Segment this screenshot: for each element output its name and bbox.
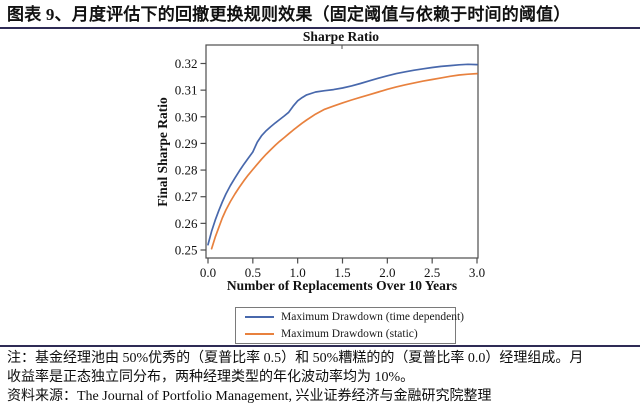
svg-text:0.30: 0.30	[175, 109, 198, 124]
footer-divider-rule	[0, 344, 640, 347]
legend-line-swatch-orange	[245, 332, 274, 335]
footnote-line-2: 收益率是正态独立同分布，两种经理类型的年化波动率均为 10%。	[7, 370, 415, 385]
x-axis-label: Number of Replacements Over 10 Years	[227, 278, 457, 293]
svg-text:0.29: 0.29	[175, 136, 198, 151]
svg-text:0.27: 0.27	[175, 189, 198, 204]
svg-text:0.5: 0.5	[245, 265, 261, 280]
axes-layer: 0.25 0.26 0.27 0.28 0.29 0.30 0.31 0.32 0.0 0.5 1.…	[175, 44, 485, 280]
footnote-block: 注：基金经理池由 50%优秀的（夏普比率 0.5）和 50%糟糕的的（夏普比率 …	[7, 349, 635, 406]
legend-label: Maximum Drawdown (static)	[281, 327, 418, 340]
y-axis-label: Final Sharpe Ratio	[155, 97, 170, 207]
footnote-line-1: 注：基金经理池由 50%优秀的（夏普比率 0.5）和 50%糟糕的的（夏普比率 …	[7, 351, 584, 366]
series-layer	[207, 63, 478, 250]
svg-text:0.0: 0.0	[200, 265, 216, 280]
legend-item-time-dependent: Maximum Drawdown (time dependent)	[245, 310, 464, 325]
svg-text:0.28: 0.28	[175, 163, 198, 178]
svg-text:2.0: 2.0	[379, 265, 395, 280]
svg-text:1.0: 1.0	[290, 265, 306, 280]
svg-text:0.25: 0.25	[175, 243, 198, 258]
svg-text:3.0: 3.0	[469, 265, 485, 280]
page-title: 图表 9、月度评估下的回撤更换规则效果（固定阈值与依赖于时间的阈值）	[7, 5, 571, 24]
svg-text:0.32: 0.32	[175, 56, 198, 71]
legend-label: Maximum Drawdown (time dependent)	[281, 311, 464, 324]
legend-item-static: Maximum Drawdown (static)	[245, 327, 449, 342]
legend-line-swatch-blue	[245, 316, 274, 319]
svg-text:0.26: 0.26	[175, 216, 198, 231]
svg-text:1.5: 1.5	[334, 265, 350, 280]
svg-text:0.31: 0.31	[175, 83, 198, 98]
sharpe-ratio-chart: Sharpe Ratio Final Sharpe Ratio Number o…	[155, 29, 485, 293]
title-divider-rule	[0, 26, 640, 29]
chart-legend: Maximum Drawdown (time dependent) Maximu…	[235, 307, 464, 344]
source-line: 资料来源：The Journal of Portfolio Management…	[7, 389, 492, 404]
chart-title: Sharpe Ratio	[303, 29, 379, 44]
svg-text:2.5: 2.5	[424, 265, 440, 280]
